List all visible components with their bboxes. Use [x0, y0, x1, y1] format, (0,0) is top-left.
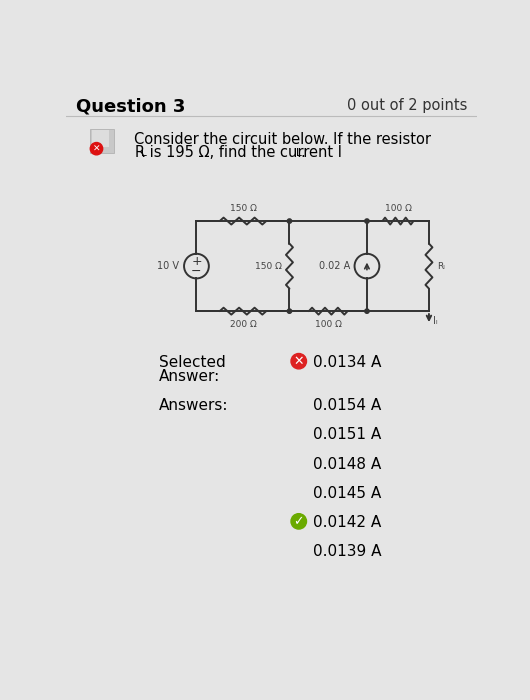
Text: ✕: ✕	[93, 144, 100, 153]
Text: 0.0154 A: 0.0154 A	[313, 398, 381, 413]
Text: 0.0142 A: 0.0142 A	[313, 515, 381, 530]
Text: L: L	[140, 148, 146, 158]
FancyBboxPatch shape	[92, 130, 109, 147]
Text: 0.0148 A: 0.0148 A	[313, 456, 381, 472]
Text: Consider the circuit below. If the resistor: Consider the circuit below. If the resis…	[135, 132, 431, 147]
Text: 150 Ω: 150 Ω	[255, 262, 282, 271]
Text: Rₗ: Rₗ	[437, 262, 445, 271]
Circle shape	[291, 354, 306, 369]
Text: Answer:: Answer:	[159, 369, 220, 384]
Text: ✕: ✕	[294, 355, 304, 368]
Circle shape	[287, 309, 292, 314]
Text: 150 Ω: 150 Ω	[229, 204, 257, 213]
Circle shape	[291, 514, 306, 529]
Text: 100 Ω: 100 Ω	[384, 204, 411, 213]
Text: .: .	[301, 145, 305, 160]
Text: L: L	[296, 148, 302, 158]
Text: R: R	[135, 145, 145, 160]
Text: Question 3: Question 3	[76, 98, 185, 116]
Text: 200 Ω: 200 Ω	[229, 320, 257, 328]
Text: −: −	[191, 265, 202, 278]
Text: 10 V: 10 V	[157, 261, 179, 271]
Text: 0 out of 2 points: 0 out of 2 points	[347, 98, 467, 113]
Text: Iₗ: Iₗ	[433, 316, 437, 326]
Circle shape	[90, 143, 103, 155]
Text: +: +	[191, 255, 202, 268]
Circle shape	[287, 219, 292, 223]
Text: 0.0134 A: 0.0134 A	[313, 355, 381, 370]
Text: ✓: ✓	[294, 515, 304, 528]
Text: 0.0145 A: 0.0145 A	[313, 486, 381, 501]
Text: 100 Ω: 100 Ω	[315, 320, 342, 328]
Text: Selected: Selected	[159, 355, 226, 370]
Circle shape	[365, 309, 369, 314]
Text: 0.0151 A: 0.0151 A	[313, 428, 381, 442]
Text: Answers:: Answers:	[159, 398, 229, 413]
Text: is 195 Ω, find the current I: is 195 Ω, find the current I	[145, 145, 342, 160]
FancyBboxPatch shape	[90, 129, 113, 153]
Text: 0.02 A: 0.02 A	[319, 261, 350, 271]
Circle shape	[365, 219, 369, 223]
Text: 0.0139 A: 0.0139 A	[313, 545, 381, 559]
